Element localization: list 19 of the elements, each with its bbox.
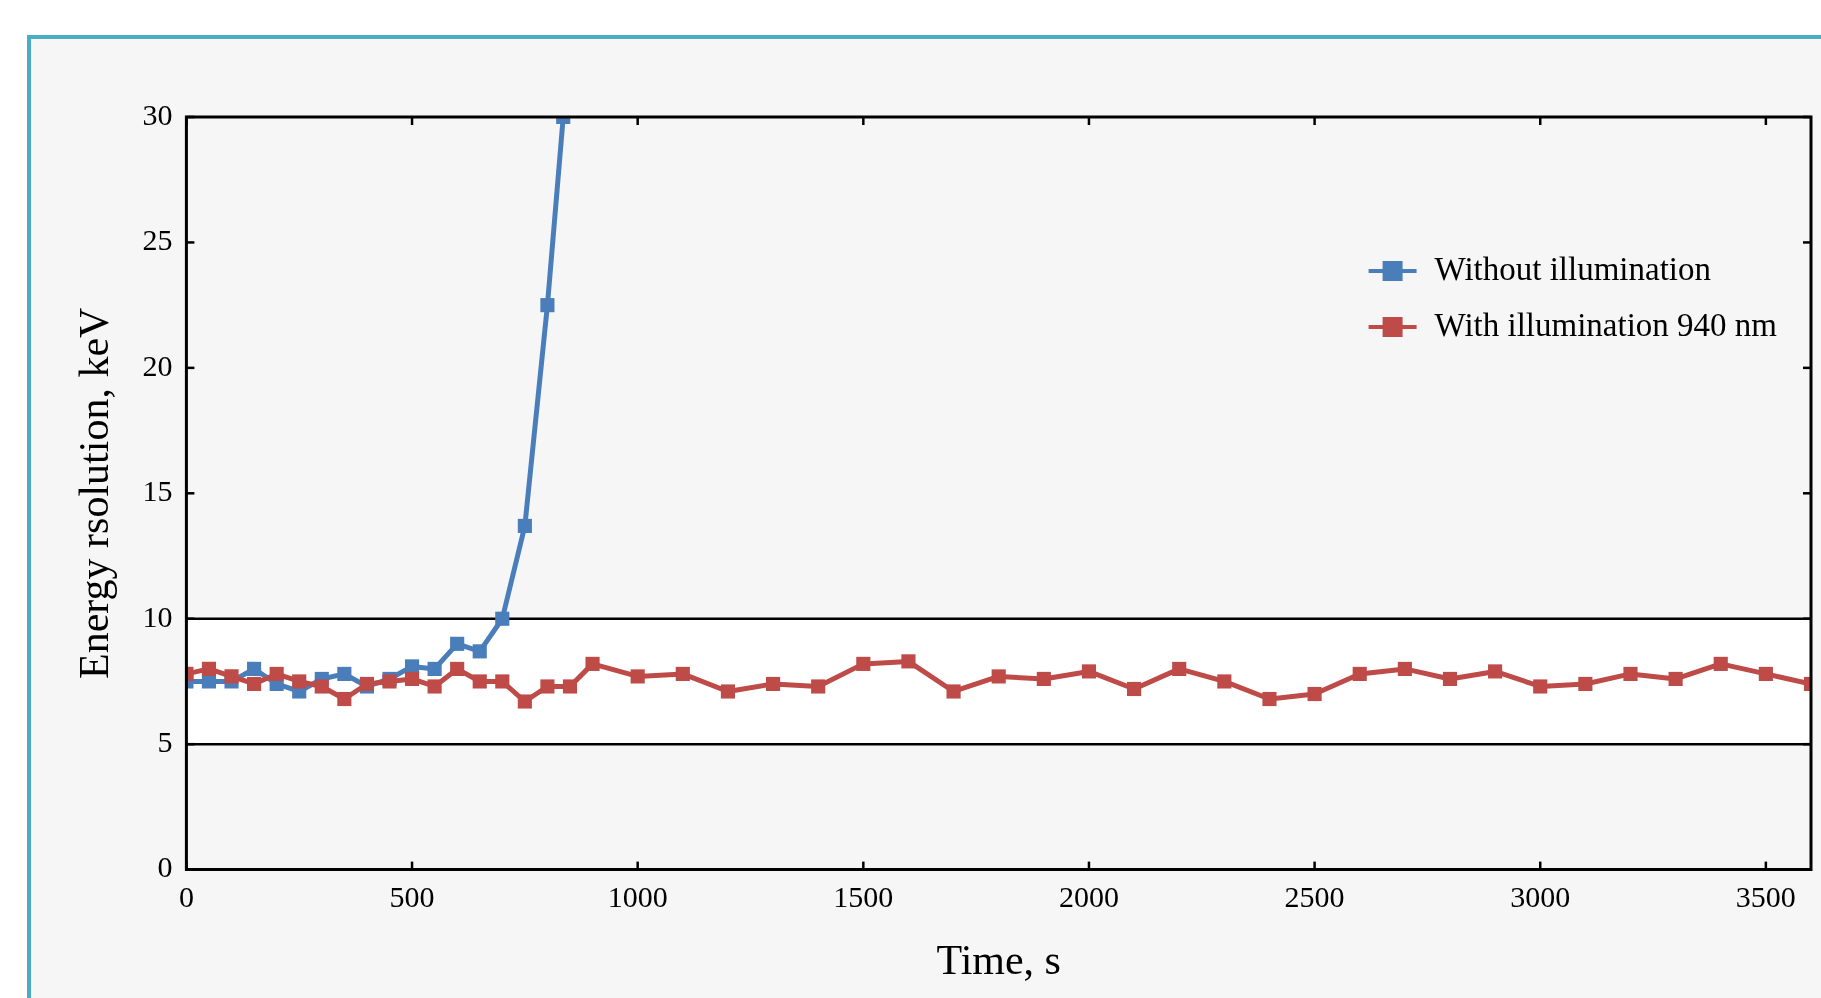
- x-tick-label: 3500: [1735, 880, 1796, 914]
- y-tick-label: 20: [142, 348, 173, 382]
- x-tick-label: 2000: [1058, 880, 1119, 914]
- legend-label: Without illumination: [1434, 250, 1712, 287]
- x-tick-label: 2500: [1284, 880, 1345, 914]
- legend-label: With illumination 940 nm: [1434, 306, 1778, 343]
- y-tick-label: 10: [142, 599, 173, 633]
- y-tick-label: 15: [142, 474, 173, 508]
- y-tick-label: 30: [142, 97, 173, 131]
- x-tick-label: 500: [389, 880, 435, 914]
- y-axis-title: Energy rsolution, keV: [71, 307, 118, 679]
- x-tick-label: 1500: [833, 880, 894, 914]
- x-tick-label: 0: [178, 880, 194, 914]
- y-tick-label: 25: [142, 223, 173, 257]
- y-tick-label: 5: [157, 725, 173, 759]
- x-axis-title: Time, s: [936, 936, 1061, 983]
- x-tick-label: 1000: [607, 880, 668, 914]
- x-tick-label: 3000: [1510, 880, 1571, 914]
- y-tick-label: 0: [157, 850, 173, 884]
